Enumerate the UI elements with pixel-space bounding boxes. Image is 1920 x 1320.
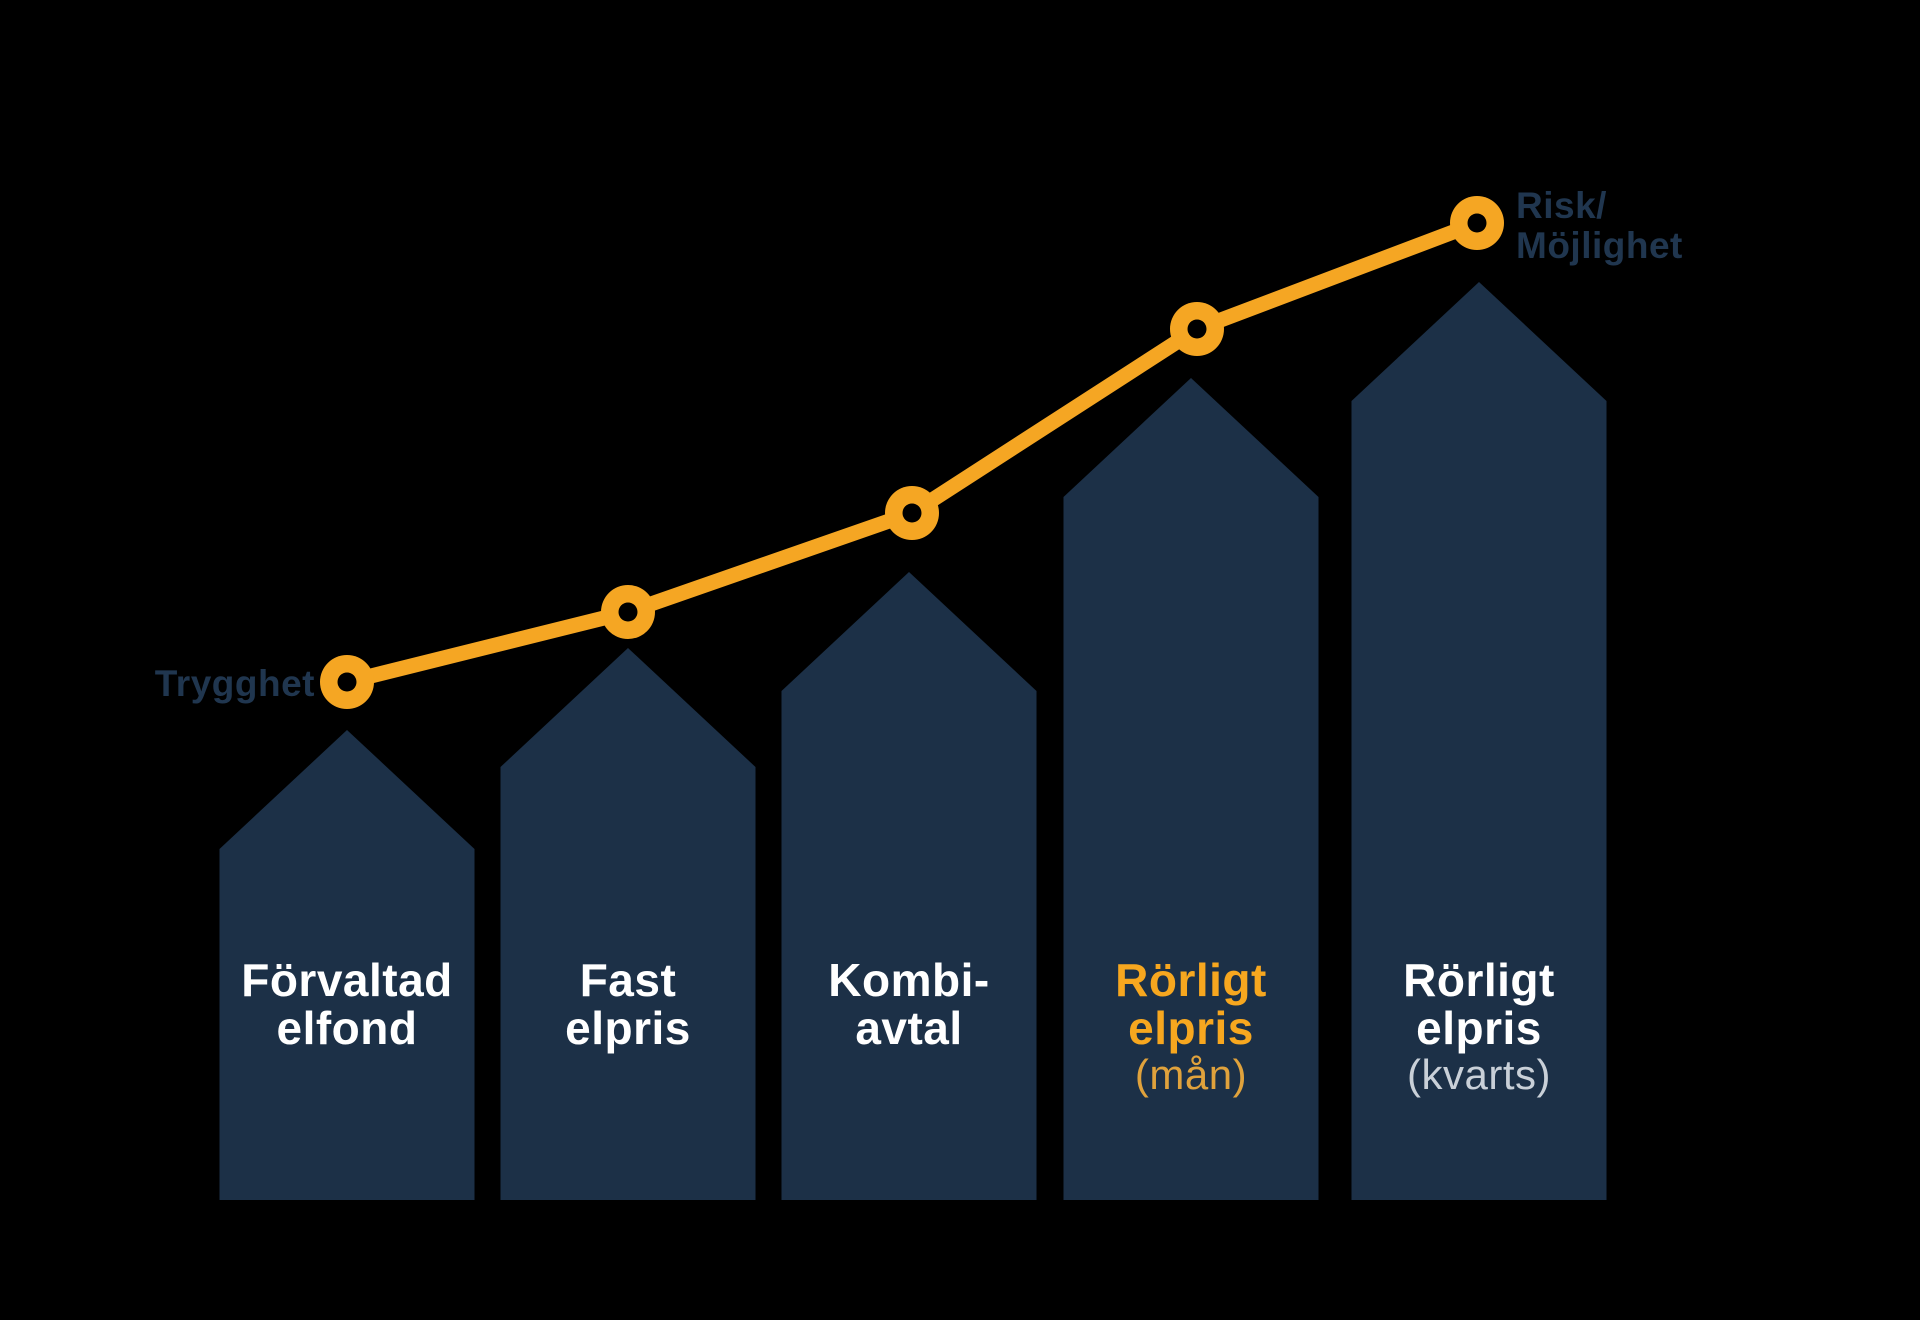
- bar-shape-1: [500, 648, 756, 1200]
- bar-label-line2: elpris: [565, 1002, 691, 1054]
- line-markers-group: [320, 196, 1504, 709]
- bar-label-kombi-avtal: Kombi- avtal: [759, 956, 1059, 1052]
- annotation-trygghet-text: Trygghet: [154, 663, 315, 704]
- bar-shape-2: [781, 572, 1037, 1200]
- bar-label-rorligt-elpris-kvarts: Rörligt elpris (kvarts): [1329, 956, 1629, 1098]
- bar-label-line1: Rörligt: [1403, 954, 1555, 1006]
- bar-label-line1: Kombi-: [828, 954, 990, 1006]
- bar-label-suffix: (kvarts): [1407, 1051, 1551, 1098]
- bar-shape-0: [219, 730, 475, 1200]
- bars-group: [219, 282, 1607, 1200]
- line-marker-hole-2: [902, 503, 922, 523]
- bar-label-line2: elpris: [1416, 1002, 1542, 1054]
- line-marker-hole-0: [337, 672, 357, 692]
- bar-label-line1: Fast: [579, 954, 677, 1006]
- bar-label-line1: Rörligt: [1115, 954, 1267, 1006]
- bar-label-line1: Förvaltad: [241, 954, 453, 1006]
- bar-label-line2: elpris: [1128, 1002, 1254, 1054]
- annotation-trygghet: Trygghet: [120, 664, 315, 704]
- line-marker-hole-4: [1467, 213, 1487, 233]
- line-marker-hole-1: [618, 602, 638, 622]
- bar-label-fast-elpris: Fast elpris: [478, 956, 778, 1052]
- bar-shape-3: [1063, 378, 1319, 1200]
- bar-label-suffix: (mån): [1134, 1051, 1248, 1098]
- annotation-risk-mojlighet: Risk/ Möjlighet: [1516, 186, 1683, 266]
- bar-label-forvaltad-elfond: Förvaltad elfond: [197, 956, 497, 1052]
- annotation-risk-line1: Risk/: [1516, 185, 1607, 226]
- bar-label-rorligt-elpris-man: Rörligt elpris (mån): [1041, 956, 1341, 1098]
- annotation-risk-line2: Möjlighet: [1516, 225, 1683, 266]
- bar-shape-4: [1351, 282, 1607, 1200]
- line-marker-hole-3: [1187, 319, 1207, 339]
- bar-label-line2: elfond: [276, 1002, 418, 1054]
- bar-label-line2: avtal: [855, 1002, 963, 1054]
